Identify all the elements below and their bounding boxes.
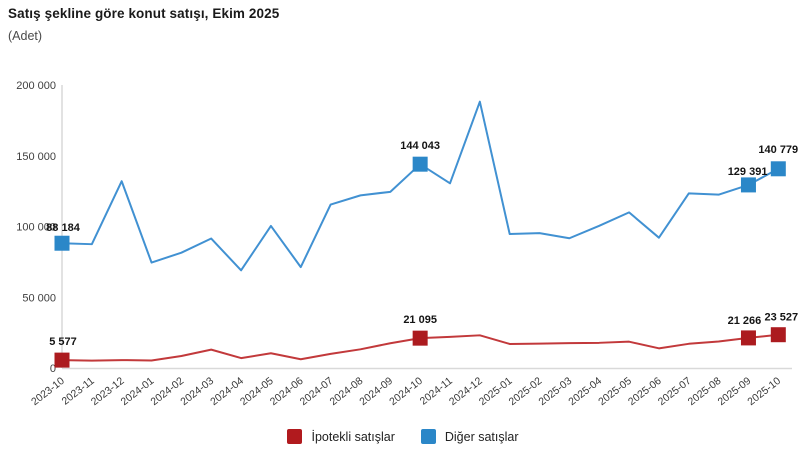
chart-title: Satış şekline göre konut satışı, Ekim 20… [8,6,280,21]
data-point-value-label: 129 391 [728,166,768,178]
data-point-marker[interactable] [54,235,70,251]
data-point-value-label: 23 527 [764,312,798,324]
data-point-value-label: 21 266 [728,315,762,327]
data-point-marker[interactable] [770,327,786,343]
legend-swatch-diger-icon [420,429,436,444]
data-point-value-label: 144 043 [400,140,440,152]
data-point-value-label: 21 095 [403,314,437,326]
x-axis-tick-label: 2023-10 [29,375,67,408]
y-axis-tick-label: 0 [50,363,56,375]
series-line-diger [61,100,779,272]
y-axis-tick-label: 100 000 [16,222,56,234]
data-point-marker[interactable] [412,330,428,346]
data-point-value-label: 88 184 [46,222,81,234]
legend: İpotekli satışlar Diğer satışlar [0,429,806,444]
legend-item-diger[interactable]: Diğer satışlar [420,429,519,444]
chart-unit-subtitle: (Adet) [8,29,43,43]
data-point-marker[interactable] [740,330,756,346]
data-point-marker[interactable] [412,156,428,172]
data-point-marker[interactable] [740,177,756,193]
x-axis-tick-label: 2024-10 [387,375,425,408]
data-point-value-label: 5 577 [49,336,77,348]
y-axis-tick-label: 150 000 [16,151,56,163]
data-point-marker[interactable] [770,161,786,177]
legend-label-diger: Diğer satışlar [444,429,519,444]
data-point-value-label: 140 779 [758,144,798,156]
y-axis-tick-label: 200 000 [16,80,56,92]
data-point-marker[interactable] [54,352,70,368]
legend-item-ipotekli[interactable]: İpotekli satışlar [287,429,395,444]
y-axis-tick-label: 50 000 [22,292,56,304]
x-axis-tick-label: 2025-10 [745,375,783,408]
legend-label-ipotekli: İpotekli satışlar [311,429,395,444]
legend-swatch-ipotekli-icon [287,429,303,444]
